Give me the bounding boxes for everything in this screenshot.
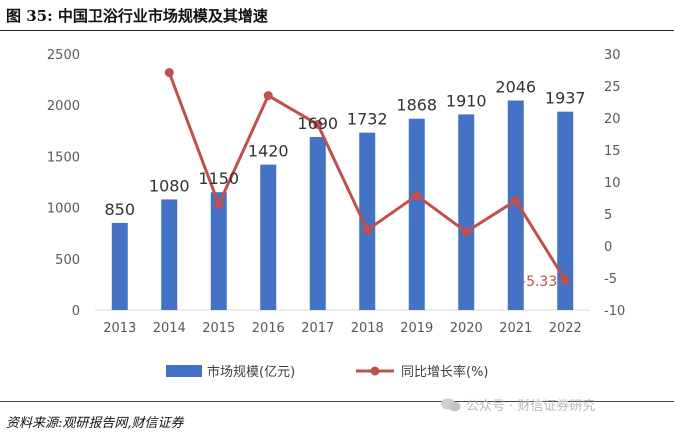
bar-2017: [309, 136, 326, 310]
wechat-icon: [441, 398, 461, 411]
growth-value-label: -5.33: [521, 274, 557, 290]
growth-point-2014: [164, 68, 174, 78]
x-tick-label: 2022: [549, 321, 582, 336]
legend-bar-swatch: [166, 365, 202, 377]
chart-svg: 0 500 1000 1500 2000 2500 -10 -5 0 5 10 15 20 25 30 201…: [47, 48, 625, 380]
legend-bar-label: 市场规模(亿元): [207, 364, 295, 380]
bar-2014: [161, 199, 178, 310]
left-tick-label: 0: [72, 304, 80, 319]
bar-value-label: 850: [104, 200, 135, 219]
bar-2019: [408, 118, 425, 310]
right-tick-label: 20: [604, 112, 621, 127]
x-tick-label: 2021: [499, 321, 532, 336]
legend-line-marker: [370, 366, 380, 376]
x-tick-label: 2013: [103, 321, 136, 336]
x-tick-label: 2020: [450, 321, 483, 336]
growth-point-2021: [511, 196, 521, 206]
left-tick-label: 2500: [47, 48, 80, 63]
x-tick-label: 2016: [252, 321, 285, 336]
right-tick-label: 10: [604, 176, 621, 191]
right-tick-label: 25: [604, 80, 621, 95]
bar-2020: [458, 114, 475, 310]
figure-title: 图 35: 中国卫浴行业市场规模及其增速: [6, 7, 268, 25]
bar-value-label: 2046: [495, 77, 536, 96]
bar-2021: [507, 100, 524, 311]
left-tick-label: 1500: [47, 150, 80, 165]
bar-value-label: 1910: [446, 91, 487, 110]
bar-value-label: 1868: [396, 96, 437, 115]
growth-point-2019: [412, 190, 422, 200]
top-rule: [0, 30, 674, 31]
growth-point-2020: [461, 227, 471, 237]
bar-2022: [557, 111, 574, 310]
chart-area: 0 500 1000 1500 2000 2500 -10 -5 0 5 10 15 20 25 30 201…: [0, 34, 674, 389]
growth-point-2015: [214, 199, 224, 209]
x-tick-label: 2018: [351, 321, 384, 336]
bar-value-label: 1732: [347, 110, 388, 129]
bar-value-label: 1420: [248, 142, 289, 161]
left-tick-label: 1000: [47, 202, 80, 217]
bar-value-label: 1150: [198, 169, 239, 188]
right-tick-label: 30: [604, 48, 621, 63]
right-tick-label: 0: [604, 240, 612, 255]
bar-value-label: 1080: [149, 176, 190, 195]
left-tick-label: 500: [55, 253, 80, 268]
bottom-rule: [0, 401, 674, 402]
growth-point-2018: [362, 225, 372, 235]
bar-2018: [359, 132, 376, 310]
bar-2013: [111, 222, 128, 310]
x-tick-label: 2017: [301, 321, 334, 336]
bar-2016: [260, 164, 277, 310]
growth-point-2017: [313, 119, 323, 129]
x-tick-label: 2014: [153, 321, 186, 336]
right-tick-label: -10: [604, 304, 625, 319]
x-tick-label: 2015: [202, 321, 235, 336]
watermark-text: 公众号 · 财信证券研究: [466, 399, 596, 414]
bar-value-label: 1690: [297, 114, 338, 133]
bar-value-label: 1937: [545, 89, 586, 108]
left-tick-label: 2000: [47, 99, 80, 114]
watermark: 公众号 · 财信证券研究: [440, 395, 595, 414]
growth-point-2016: [263, 91, 273, 101]
legend-line-label: 同比增长率(%): [401, 364, 489, 380]
right-tick-label: 5: [604, 208, 612, 223]
bar-2015: [210, 192, 227, 310]
right-tick-label: 15: [604, 144, 621, 159]
source-text: 资料来源:观研报告网,财信证券: [6, 416, 184, 431]
growth-point-2022: [560, 275, 570, 285]
x-tick-label: 2019: [400, 321, 433, 336]
right-tick-label: -5: [604, 272, 617, 287]
